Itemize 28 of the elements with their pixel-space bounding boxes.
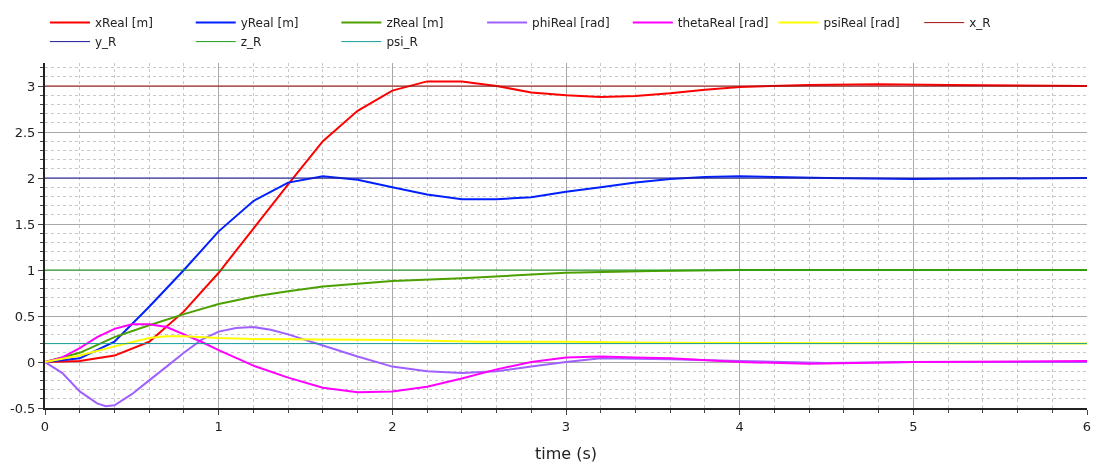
y-tick-label: 1 <box>27 262 36 278</box>
legend-label: xReal [m] <box>95 16 153 31</box>
y-tick-label: 2 <box>27 170 36 186</box>
legend-label: z_R <box>240 35 262 50</box>
legend-label: psi_R <box>386 35 418 50</box>
y-tick-label: 2.5 <box>14 124 36 140</box>
legend-label: zReal [m] <box>386 16 444 31</box>
y-tick-label: 0.5 <box>14 308 36 324</box>
x-tick-label: 1 <box>214 418 223 434</box>
legend-label: x_R <box>969 16 991 31</box>
x-tick-label: 0 <box>40 418 50 434</box>
x-tick-label: 2 <box>388 418 397 434</box>
legend-label: psiReal [rad] <box>823 16 900 31</box>
x-tick-label: 3 <box>561 418 571 434</box>
y-tick-label: 3 <box>27 78 36 94</box>
legend-label: y_R <box>95 35 117 50</box>
legend-label: thetaReal [rad] <box>677 16 769 31</box>
x-tick-label: 6 <box>1082 418 1092 434</box>
legend-label: phiReal [rad] <box>532 16 610 31</box>
x-tick-label: 5 <box>909 418 918 434</box>
line-series <box>45 323 1087 394</box>
y-tick-label: -0.5 <box>10 400 36 416</box>
y-tick-label: 1.5 <box>14 216 36 232</box>
y-tick-label: 0 <box>27 354 36 370</box>
x-tick-label: 4 <box>735 418 744 434</box>
line-series <box>45 335 1087 363</box>
legend-label: yReal [m] <box>240 16 299 31</box>
x-axis-title: time (s) <box>534 443 598 463</box>
